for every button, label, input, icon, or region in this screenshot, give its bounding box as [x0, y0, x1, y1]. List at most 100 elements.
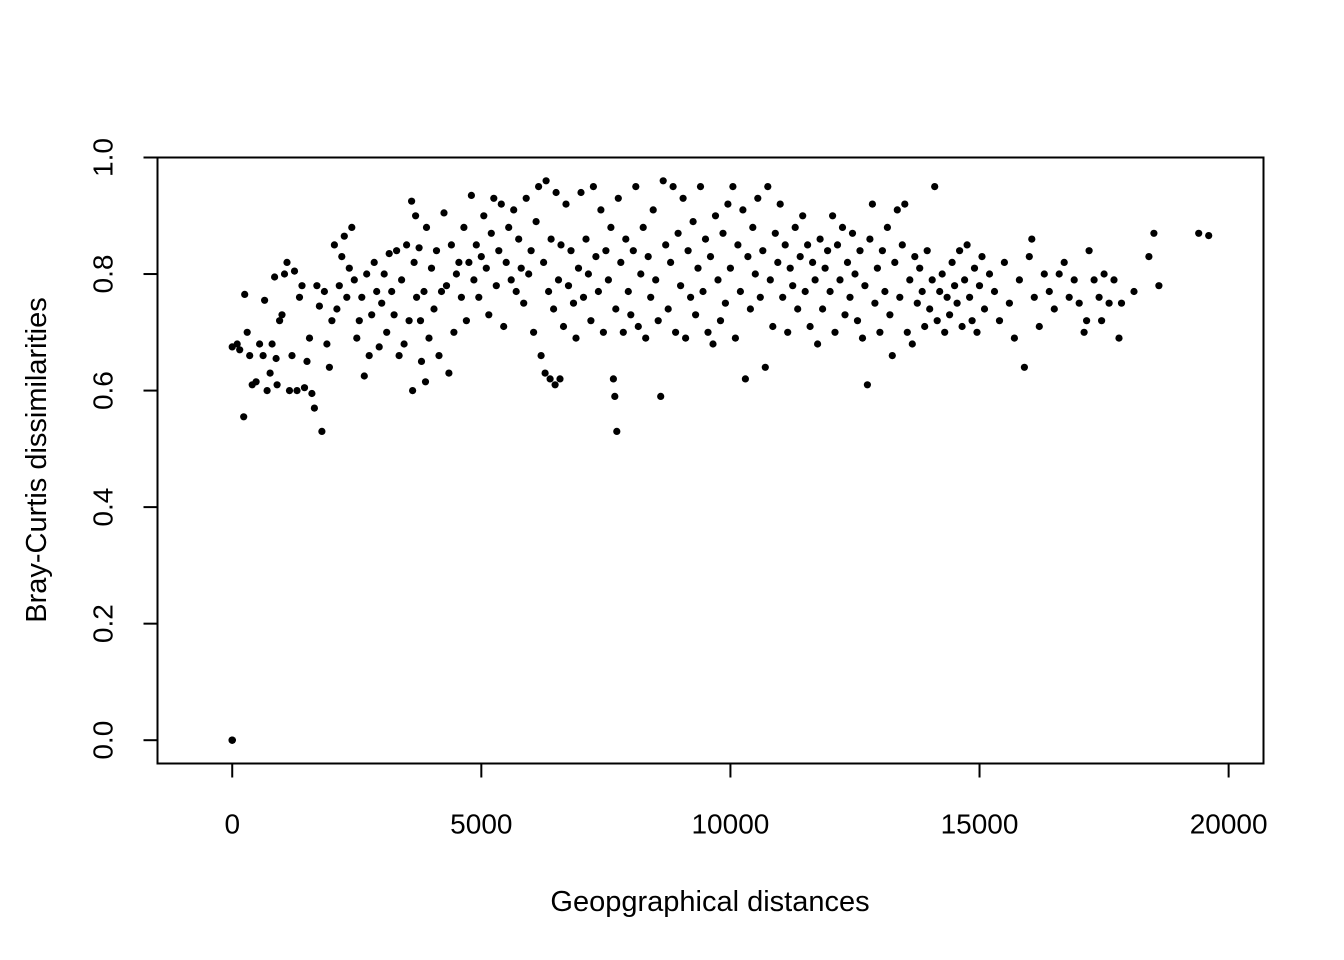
data-point [901, 200, 909, 208]
data-point [589, 183, 598, 191]
x-tick-label: 0 [224, 809, 240, 840]
data-point [614, 194, 622, 202]
data-point [689, 218, 697, 226]
data-point [537, 352, 545, 360]
data-point [679, 194, 687, 202]
data-point [577, 188, 585, 197]
data-point [973, 328, 981, 336]
data-point [908, 340, 916, 348]
data-point [956, 247, 964, 255]
data-point [268, 340, 276, 348]
data-point [831, 328, 839, 336]
data-point [510, 206, 518, 214]
data-point [475, 293, 483, 301]
y-tick-label: 0.8 [88, 255, 119, 294]
data-point [300, 384, 309, 392]
data-point [348, 223, 356, 231]
data-point [432, 247, 441, 255]
data-point [505, 223, 513, 231]
data-point [557, 241, 565, 249]
data-point [754, 194, 762, 202]
y-tick-label: 0.0 [88, 721, 119, 760]
data-point [333, 305, 341, 313]
data-point [622, 235, 630, 243]
data-point [848, 229, 857, 237]
data-point [395, 352, 403, 360]
data-point [692, 311, 700, 319]
data-point [535, 183, 543, 191]
data-point [572, 334, 580, 342]
data-point [480, 212, 488, 220]
data-point [378, 299, 386, 307]
data-point [1020, 363, 1028, 371]
data-point [669, 183, 677, 191]
data-point [684, 247, 692, 255]
data-point [542, 177, 550, 185]
data-point [799, 212, 807, 220]
data-point [632, 183, 640, 191]
data-point [305, 334, 314, 342]
data-point [893, 206, 901, 214]
data-point [814, 340, 822, 348]
data-point [482, 264, 490, 272]
data-point [273, 381, 281, 389]
data-point [804, 241, 812, 249]
data-point [881, 287, 889, 296]
data-point [597, 206, 605, 214]
data-point [963, 241, 971, 249]
data-point [375, 343, 383, 351]
data-point [617, 258, 625, 266]
data-point [677, 282, 685, 290]
data-point [390, 311, 398, 319]
data-point [497, 200, 505, 208]
data-point [729, 183, 737, 191]
data-point [562, 200, 570, 208]
data-point [741, 375, 750, 383]
data-point [871, 299, 879, 307]
data-point [502, 258, 510, 266]
data-point [541, 369, 549, 377]
data-point [285, 387, 294, 395]
x-tick-label: 20000 [1190, 809, 1268, 840]
data-point [1110, 276, 1118, 284]
data-point [564, 282, 573, 290]
data-point [545, 287, 553, 296]
data-point [455, 258, 463, 266]
data-point [437, 287, 446, 296]
data-point [933, 317, 941, 325]
data-point [856, 247, 864, 255]
data-point [343, 293, 351, 301]
data-point [559, 322, 568, 331]
data-point [612, 305, 620, 313]
data-point [512, 287, 520, 296]
data-point [1115, 334, 1123, 342]
data-point [1100, 270, 1108, 278]
data-point [243, 328, 251, 336]
data-point [716, 317, 725, 325]
data-point [936, 287, 944, 296]
data-point [1080, 328, 1088, 336]
data-point [861, 282, 869, 290]
data-point [970, 264, 979, 272]
data-point [515, 235, 523, 243]
data-point [452, 270, 460, 278]
data-point [694, 264, 702, 272]
x-tick-label: 10000 [691, 809, 769, 840]
data-point [906, 276, 914, 284]
data-point [699, 287, 707, 296]
data-point [731, 334, 740, 342]
data-point [272, 354, 280, 363]
data-point [293, 387, 301, 395]
data-point [931, 183, 939, 191]
data-point [1015, 276, 1024, 284]
data-point [769, 322, 777, 331]
data-point [582, 235, 590, 243]
data-point [599, 328, 608, 336]
data-point [383, 328, 391, 336]
data-point [412, 212, 420, 220]
data-point [647, 293, 655, 301]
data-point [816, 235, 824, 243]
data-point [868, 200, 877, 208]
data-point [490, 194, 498, 202]
data-point [303, 357, 311, 365]
